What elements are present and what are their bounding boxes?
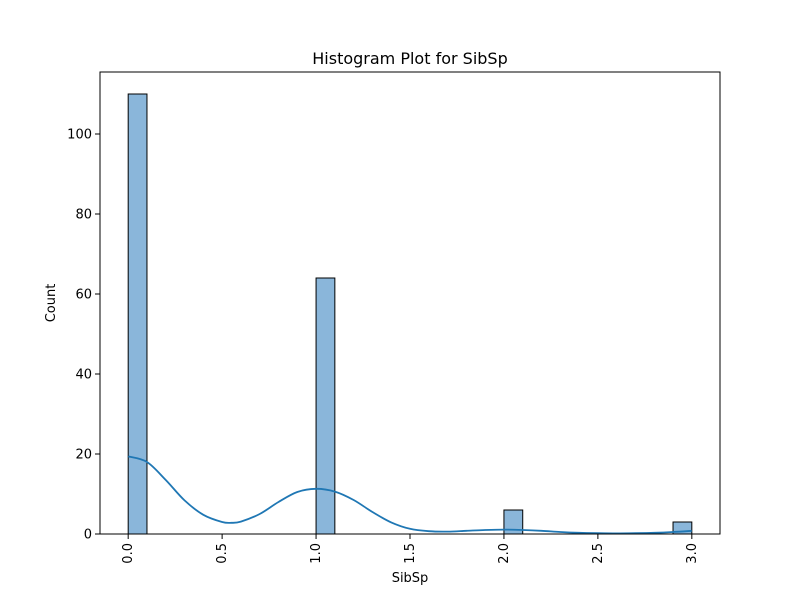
x-tick-label-3: 1.5 xyxy=(403,543,418,564)
y-tick-label-3: 60 xyxy=(75,288,92,303)
x-tick-label-0: 0.0 xyxy=(121,543,136,564)
y-axis-label: Count xyxy=(44,284,59,323)
x-tick-label-1: 0.5 xyxy=(215,543,230,564)
y-axis-ticks: 0 20 40 60 80 100 xyxy=(67,128,100,543)
chart-title: Histogram Plot for SibSp xyxy=(312,49,507,68)
x-tick-label-5: 2.5 xyxy=(591,543,606,564)
y-tick-label-0: 0 xyxy=(84,528,92,543)
y-tick-label-5: 100 xyxy=(67,128,92,143)
y-tick-label-1: 20 xyxy=(75,448,92,463)
histogram-bar-1 xyxy=(315,277,336,535)
histogram-bar-0 xyxy=(127,93,148,535)
x-axis-ticks: 0.0 0.5 1.0 1.5 2.0 2.5 3.0 xyxy=(121,534,700,564)
y-tick-label-4: 80 xyxy=(75,208,92,223)
y-tick-label-2: 40 xyxy=(75,368,92,383)
x-tick-label-6: 3.0 xyxy=(685,543,700,564)
x-axis-label: SibSp xyxy=(392,571,429,586)
x-tick-label-2: 1.0 xyxy=(309,543,324,564)
x-tick-label-4: 2.0 xyxy=(497,543,512,564)
bars-layer xyxy=(127,93,693,535)
plot-frame xyxy=(99,71,721,535)
kde-line xyxy=(127,455,692,535)
kde-layer xyxy=(127,455,692,535)
